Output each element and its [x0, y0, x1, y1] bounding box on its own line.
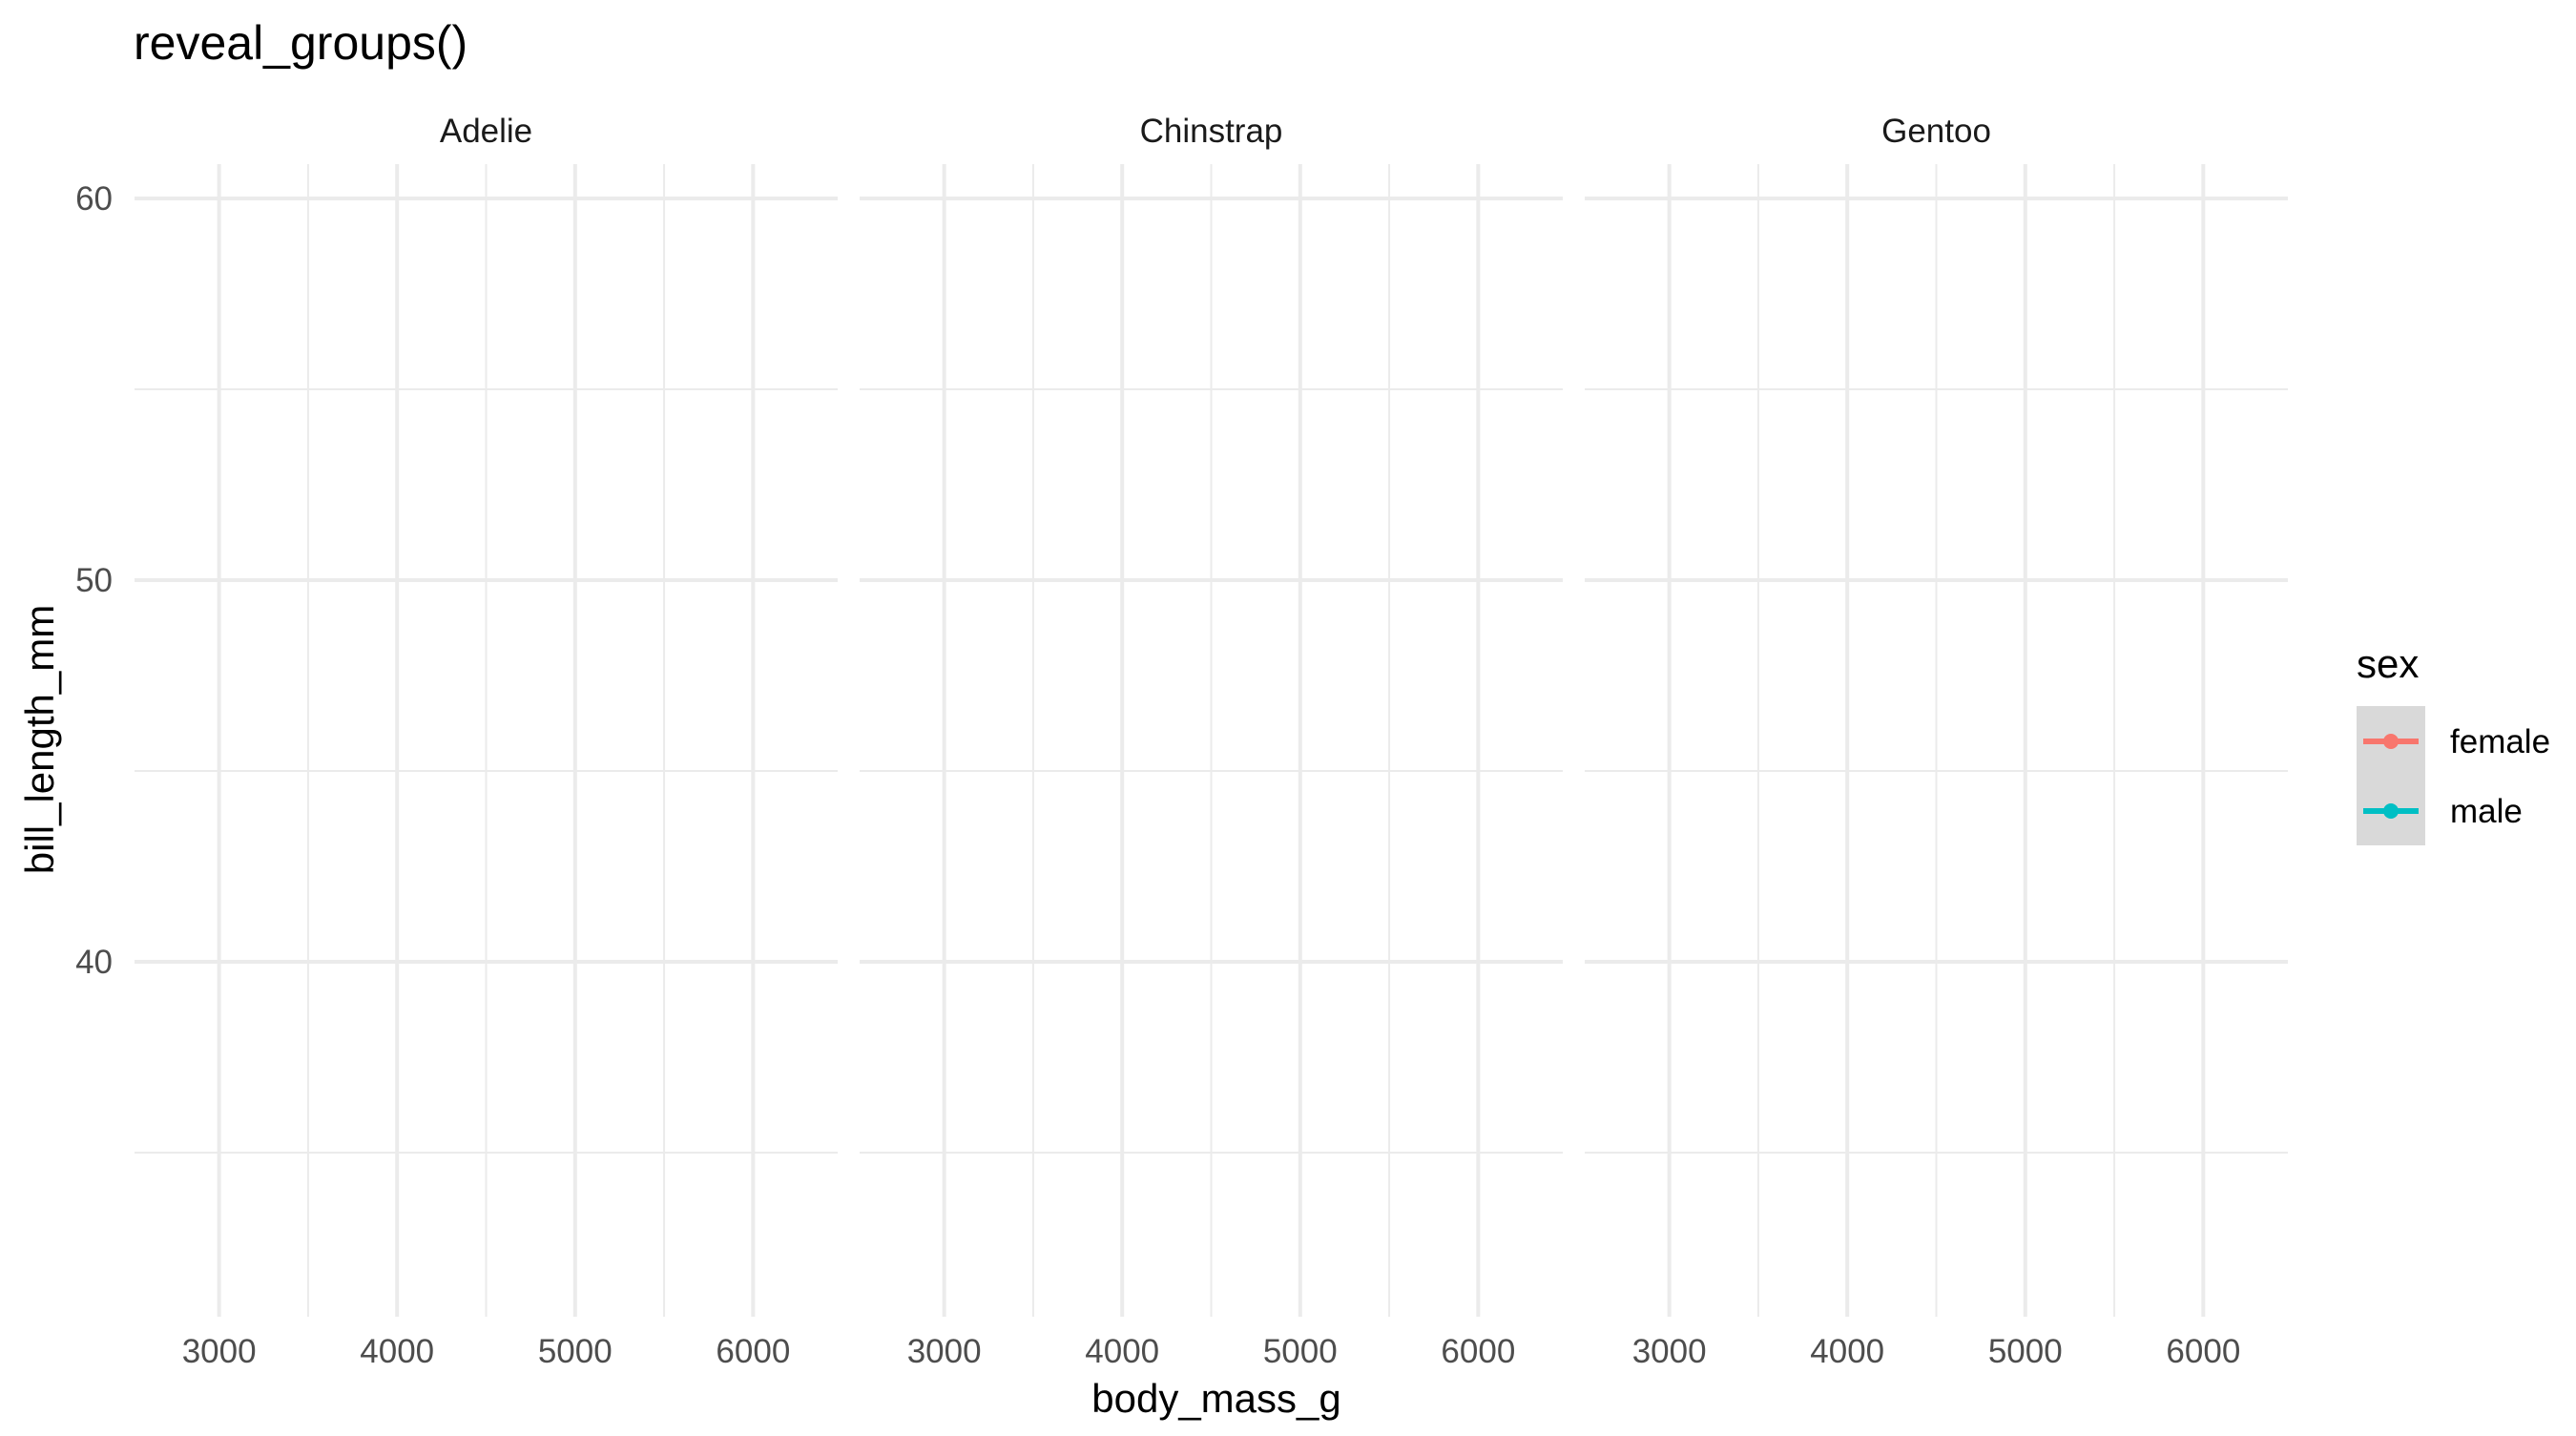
x-tick-label: 3000 [907, 1333, 982, 1370]
x-tick-label: 6000 [716, 1333, 790, 1370]
y-axis-title: bill_length_mm [17, 605, 62, 874]
x-axis-title: body_mass_g [1091, 1376, 1341, 1421]
facet-panel-adelie: 3000 4000 5000 6000 Adelie [135, 113, 838, 1370]
legend-key-background [2357, 706, 2425, 845]
x-tick-label: 3000 [1632, 1333, 1707, 1370]
chart-title: reveal_groups() [134, 16, 467, 70]
x-tick-label: 5000 [1263, 1333, 1338, 1370]
legend-point-key [2383, 734, 2399, 749]
x-tick-label: 3000 [182, 1333, 257, 1370]
legend-entry-female: female [2363, 723, 2550, 760]
x-tick-label: 5000 [1988, 1333, 2063, 1370]
x-tick-label: 6000 [2166, 1333, 2240, 1370]
x-tick-label: 4000 [360, 1333, 434, 1370]
y-tick-label: 60 [75, 180, 113, 218]
x-tick-label: 6000 [1441, 1333, 1515, 1370]
facets-layer: 3000 4000 5000 6000 Adelie 3000 4000 5000 6000 Ch… [75, 113, 2288, 1370]
y-tick-label: 50 [75, 562, 113, 599]
x-tick-label: 5000 [538, 1333, 613, 1370]
x-tick-label: 4000 [1085, 1333, 1159, 1370]
legend-point-key [2383, 803, 2399, 819]
facet-panel-chinstrap: 3000 4000 5000 6000 Chinstrap [860, 113, 1563, 1370]
legend-label: female [2450, 723, 2550, 760]
legend-label: male [2450, 793, 2523, 830]
facet-strip-label: Gentoo [1881, 113, 1991, 150]
legend-title: sex [2357, 641, 2419, 686]
facet-panel-gentoo: 3000 4000 5000 6000 Gentoo [1585, 113, 2288, 1370]
legend-entries: female male [2363, 723, 2550, 830]
legend-entry-male: male [2363, 793, 2523, 830]
y-tick-label: 40 [75, 944, 113, 981]
legend: sex female male [2357, 641, 2550, 845]
facet-strip-label: Chinstrap [1140, 113, 1283, 150]
x-tick-label: 4000 [1810, 1333, 1884, 1370]
facet-strip-label: Adelie [440, 113, 532, 150]
